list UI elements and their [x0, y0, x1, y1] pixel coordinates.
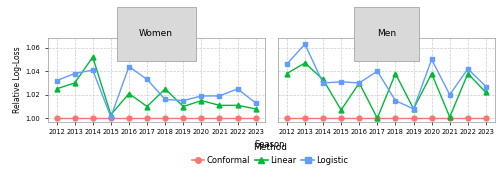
- Linear: [284, 73, 290, 75]
- Logistic: [392, 100, 398, 102]
- Legend: Conformal, Linear, Logistic: Conformal, Linear, Logistic: [188, 139, 352, 168]
- Line: Linear: Linear: [54, 55, 258, 117]
- Logistic: [54, 80, 60, 82]
- Linear: [54, 88, 60, 90]
- Conformal: [144, 117, 150, 119]
- Conformal: [446, 117, 452, 119]
- Logistic: [338, 81, 344, 83]
- Linear: [483, 91, 489, 93]
- Linear: [216, 104, 222, 106]
- Linear: [90, 56, 96, 58]
- Line: Linear: Linear: [284, 61, 488, 121]
- Logistic: [72, 73, 78, 75]
- Line: Logistic: Logistic: [54, 64, 258, 120]
- Logistic: [465, 68, 471, 70]
- Logistic: [284, 63, 290, 65]
- Logistic: [198, 95, 204, 97]
- Logistic: [108, 116, 114, 118]
- Linear: [144, 105, 150, 108]
- Conformal: [252, 117, 258, 119]
- Line: Conformal: Conformal: [54, 116, 258, 121]
- Conformal: [72, 117, 78, 119]
- Conformal: [126, 117, 132, 119]
- Conformal: [162, 117, 168, 119]
- Logistic: [90, 69, 96, 71]
- Line: Logistic: Logistic: [284, 42, 488, 111]
- Conformal: [54, 117, 60, 119]
- Linear: [180, 105, 186, 108]
- Y-axis label: Relative Log-Loss: Relative Log-Loss: [14, 47, 22, 113]
- Logistic: [302, 43, 308, 45]
- Linear: [356, 82, 362, 84]
- Logistic: [446, 94, 452, 96]
- Conformal: [284, 117, 290, 119]
- Conformal: [180, 117, 186, 119]
- Conformal: [302, 117, 308, 119]
- Linear: [162, 88, 168, 90]
- Logistic: [234, 88, 240, 90]
- Title: Women: Women: [139, 29, 173, 38]
- Logistic: [483, 85, 489, 88]
- Conformal: [198, 117, 204, 119]
- Text: Season: Season: [255, 140, 285, 149]
- Logistic: [216, 95, 222, 97]
- Logistic: [144, 78, 150, 81]
- Logistic: [410, 108, 416, 110]
- Linear: [338, 109, 344, 111]
- Linear: [392, 73, 398, 75]
- Linear: [446, 116, 452, 118]
- Logistic: [252, 102, 258, 104]
- Conformal: [410, 117, 416, 119]
- Linear: [302, 62, 308, 64]
- Logistic: [428, 58, 434, 61]
- Conformal: [338, 117, 344, 119]
- Conformal: [374, 117, 380, 119]
- Conformal: [428, 117, 434, 119]
- Conformal: [320, 117, 326, 119]
- Linear: [72, 82, 78, 84]
- Logistic: [374, 70, 380, 72]
- Conformal: [465, 117, 471, 119]
- Linear: [126, 93, 132, 95]
- Logistic: [126, 65, 132, 68]
- Logistic: [162, 98, 168, 101]
- Logistic: [180, 100, 186, 102]
- Conformal: [108, 117, 114, 119]
- Linear: [108, 114, 114, 116]
- Conformal: [392, 117, 398, 119]
- Conformal: [356, 117, 362, 119]
- Conformal: [483, 117, 489, 119]
- Conformal: [90, 117, 96, 119]
- Linear: [320, 78, 326, 81]
- Linear: [465, 73, 471, 75]
- Logistic: [320, 82, 326, 84]
- Linear: [252, 108, 258, 110]
- Linear: [410, 108, 416, 110]
- Linear: [428, 73, 434, 75]
- Title: Men: Men: [377, 29, 396, 38]
- Line: Conformal: Conformal: [284, 116, 488, 121]
- Conformal: [234, 117, 240, 119]
- Conformal: [216, 117, 222, 119]
- Logistic: [356, 82, 362, 84]
- Linear: [198, 100, 204, 102]
- Linear: [234, 104, 240, 106]
- Linear: [374, 117, 380, 119]
